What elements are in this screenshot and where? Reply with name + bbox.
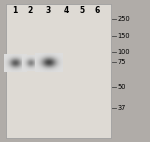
Text: 6: 6 [95,6,100,15]
Text: 2: 2 [27,6,33,15]
Text: 50: 50 [118,84,126,90]
Text: 150: 150 [118,33,130,39]
Text: 5: 5 [80,6,85,15]
Text: 250: 250 [118,16,130,22]
Text: 100: 100 [118,49,130,55]
Text: 75: 75 [118,59,126,65]
Text: 3: 3 [45,6,51,15]
Text: 37: 37 [118,105,126,111]
Text: 1: 1 [12,6,18,15]
Bar [6,4,111,138]
Text: 4: 4 [63,6,69,15]
